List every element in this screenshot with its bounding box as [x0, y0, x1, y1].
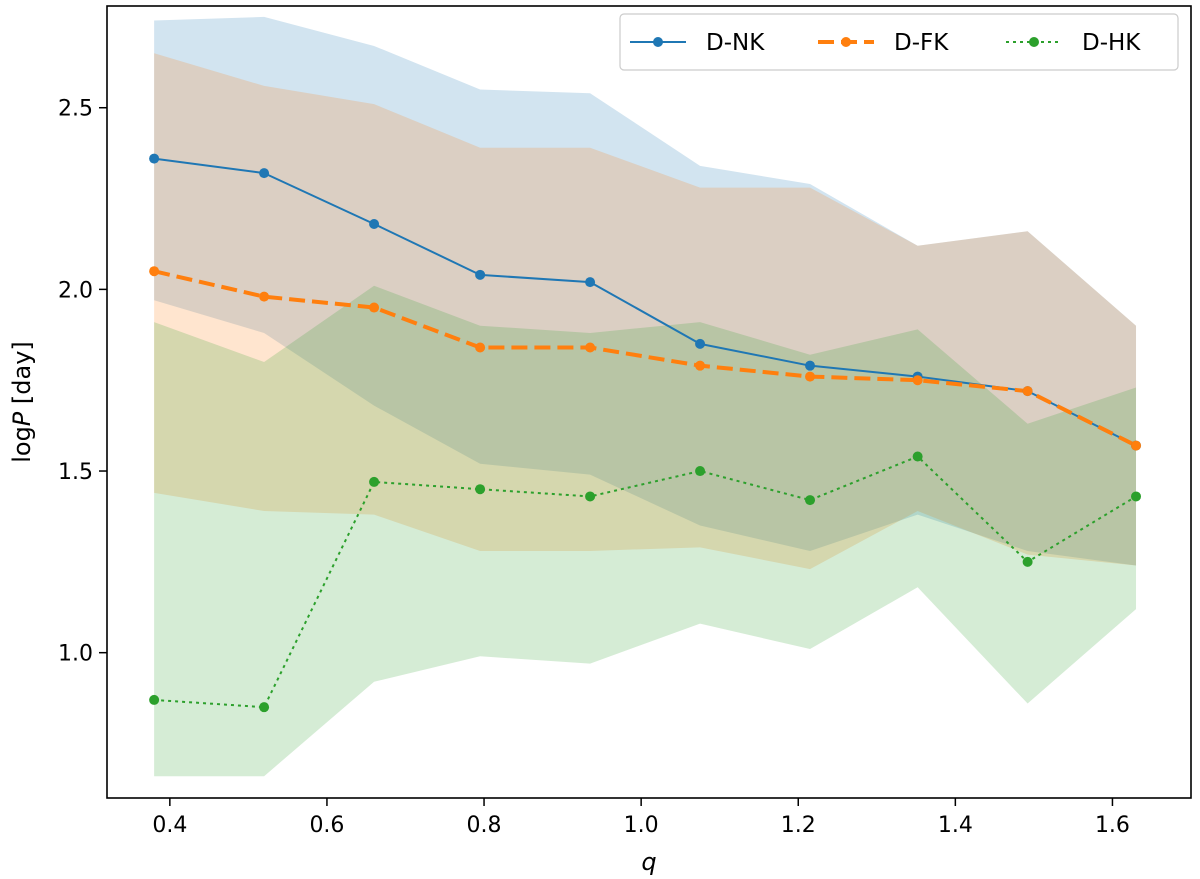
point-d-hk-0 [149, 694, 160, 705]
y-tick-label: 1.5 [58, 460, 93, 485]
point-d-fk-5 [695, 360, 706, 371]
x-tick-label: 1.2 [781, 813, 816, 838]
x-tick-label: 0.4 [152, 813, 187, 838]
point-d-hk-8 [1022, 556, 1033, 567]
point-d-hk-4 [585, 491, 596, 502]
y-axis-label-variable: P [8, 411, 36, 426]
point-d-fk-4 [585, 342, 596, 353]
y-tick-label: 2.0 [58, 278, 93, 303]
x-tick-label: 0.6 [309, 813, 344, 838]
point-d-nk-6 [805, 360, 816, 371]
y-tick-label: 1.0 [58, 642, 93, 667]
point-d-nk-2 [369, 218, 380, 229]
point-d-hk-5 [695, 466, 706, 477]
point-d-hk-2 [369, 476, 380, 487]
band-d-nk [154, 16, 1137, 566]
y-axis-ticks: 1.0 1.5 2.0 2.5 [58, 97, 107, 667]
point-d-hk-9 [1131, 491, 1142, 502]
legend-marker-d-nk [653, 37, 663, 47]
point-d-fk-6 [805, 371, 816, 382]
series-points [149, 153, 1142, 713]
point-d-hk-1 [259, 702, 270, 713]
band-d-hk [154, 285, 1137, 777]
point-d-nk-1 [259, 168, 270, 179]
y-axis-label: logP [day] [8, 341, 36, 463]
point-d-nk-3 [475, 269, 486, 280]
point-d-nk-4 [585, 277, 596, 288]
x-axis-ticks: 0.4 0.6 0.8 1.0 1.2 1.4 1.6 [152, 798, 1130, 838]
y-axis-label-unit: [day] [8, 341, 36, 412]
point-d-fk-0 [149, 266, 160, 277]
legend: D-NK D-FK D-HK [619, 13, 1179, 71]
point-d-fk-2 [369, 302, 380, 313]
x-tick-label: 1.0 [624, 813, 659, 838]
legend-marker-d-fk [841, 37, 851, 47]
point-d-nk-5 [695, 338, 706, 349]
legend-box [619, 13, 1179, 71]
point-d-hk-7 [912, 451, 923, 462]
legend-label-d-hk: D-HK [1082, 30, 1141, 56]
x-axis-label: q [641, 848, 656, 876]
x-tick-label: 1.4 [938, 813, 973, 838]
legend-marker-d-hk [1029, 37, 1039, 47]
point-d-fk-7 [912, 375, 923, 386]
x-tick-label: 1.6 [1095, 813, 1130, 838]
point-d-fk-9 [1131, 440, 1142, 451]
legend-label-d-fk: D-FK [894, 30, 949, 56]
series-lines [153, 157, 1137, 709]
band-d-fk [154, 53, 1137, 570]
confidence-bands [154, 16, 1137, 777]
legend-label-d-nk: D-NK [706, 30, 765, 56]
point-d-fk-3 [475, 342, 486, 353]
point-d-hk-6 [805, 495, 816, 506]
y-tick-label: 2.5 [58, 97, 93, 122]
plot-frame [106, 5, 1192, 799]
point-d-fk-8 [1022, 386, 1033, 397]
line-d-fk [153, 269, 1137, 448]
x-tick-label: 0.8 [467, 813, 502, 838]
point-d-nk-0 [149, 153, 160, 164]
y-axis-label-prefix: log [8, 426, 36, 463]
point-d-hk-3 [475, 484, 486, 495]
line-d-hk [154, 455, 1137, 709]
point-d-fk-1 [259, 291, 270, 302]
